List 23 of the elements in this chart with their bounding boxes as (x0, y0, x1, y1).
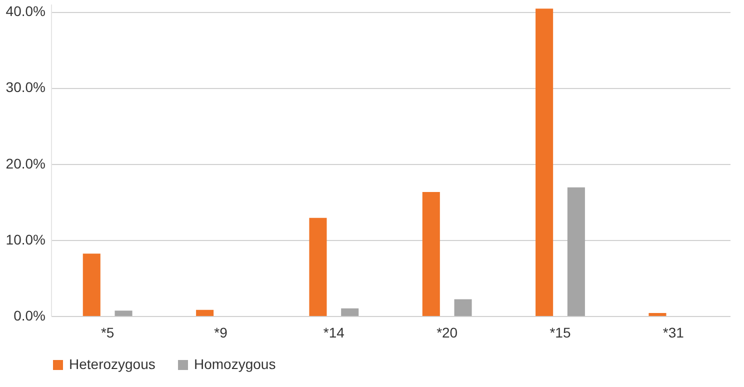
bar (196, 310, 214, 316)
legend-label: Heterozygous (69, 356, 156, 372)
legend-label: Homozygous (194, 356, 276, 372)
bar (309, 218, 327, 316)
x-tick-label: *14 (323, 324, 345, 340)
x-tick-label: *9 (214, 324, 228, 340)
bar (567, 187, 585, 316)
x-tick-label: *31 (662, 324, 684, 340)
y-tick-label: 30.0% (6, 79, 46, 96)
bar (536, 8, 554, 316)
bar (422, 192, 440, 316)
bar (82, 254, 100, 316)
x-tick-label: *5 (100, 324, 114, 340)
y-tick-label: 10.0% (6, 231, 46, 248)
bar (114, 310, 132, 316)
y-tick-label: 0.0% (14, 308, 46, 324)
bar (648, 312, 666, 316)
y-tick-label: 40.0% (6, 3, 46, 20)
x-tick-label: *20 (436, 324, 458, 340)
y-tick-label: 20.0% (6, 155, 46, 172)
bar (341, 308, 359, 316)
x-tick-label: *15 (550, 324, 571, 340)
bar (454, 299, 472, 316)
